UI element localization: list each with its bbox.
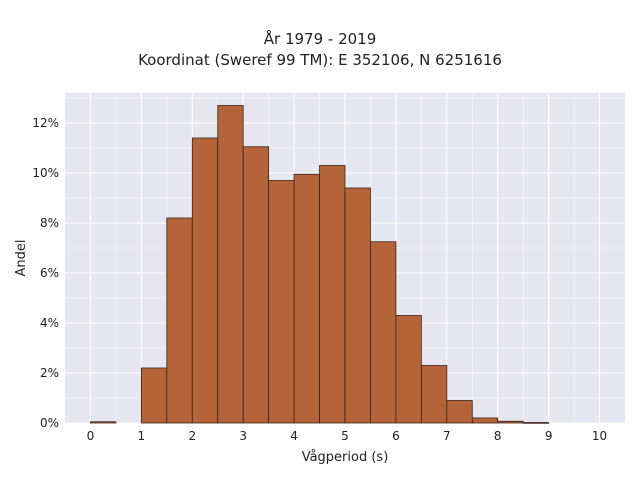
histogram-bar bbox=[166, 217, 193, 424]
histogram-bar bbox=[370, 241, 397, 424]
x-axis-label: Vågperiod (s) bbox=[302, 450, 389, 465]
y-tick-labels: 0% 2% 4% 6% 8% 10% 12% bbox=[32, 116, 59, 430]
histogram-bar bbox=[217, 105, 244, 424]
y-tick-label: 4% bbox=[40, 316, 59, 330]
x-tick-label: 0 bbox=[87, 429, 95, 443]
x-tick-label: 5 bbox=[341, 429, 349, 443]
x-tick-label: 8 bbox=[494, 429, 502, 443]
x-tick-label: 1 bbox=[138, 429, 146, 443]
histogram-bar bbox=[268, 180, 295, 424]
y-tick-label: 0% bbox=[40, 416, 59, 430]
histogram-bar bbox=[395, 315, 422, 424]
chart-title-line-1: År 1979 - 2019 bbox=[263, 30, 377, 48]
chart-title-line-2: Koordinat (Sweref 99 TM): E 352106, N 62… bbox=[138, 51, 502, 69]
x-tick-label: 9 bbox=[545, 429, 553, 443]
histogram-bar bbox=[319, 165, 346, 424]
y-tick-label: 8% bbox=[40, 216, 59, 230]
histogram-bar bbox=[90, 421, 117, 424]
histogram-bar bbox=[420, 365, 448, 424]
x-tick-label: 6 bbox=[392, 429, 400, 443]
histogram-bar bbox=[446, 400, 473, 424]
histogram-bar bbox=[497, 420, 524, 424]
y-tick-label: 12% bbox=[32, 116, 59, 130]
histogram-bar bbox=[293, 173, 320, 424]
x-tick-labels: 0 1 2 3 4 5 6 7 8 9 10 bbox=[87, 429, 608, 443]
x-tick-label: 7 bbox=[443, 429, 451, 443]
y-tick-label: 10% bbox=[32, 166, 59, 180]
y-tick-label: 6% bbox=[40, 266, 59, 280]
x-tick-label: 4 bbox=[290, 429, 298, 443]
histogram-bar bbox=[471, 417, 499, 424]
bars-group bbox=[90, 105, 550, 424]
histogram-bar bbox=[344, 187, 371, 424]
y-tick-label: 2% bbox=[40, 366, 59, 380]
histogram-bar bbox=[191, 137, 219, 424]
histogram-bar bbox=[522, 422, 550, 424]
x-tick-label: 2 bbox=[188, 429, 196, 443]
histogram-bar bbox=[242, 146, 270, 424]
y-axis-label: Andel bbox=[14, 240, 29, 277]
x-tick-label: 3 bbox=[239, 429, 247, 443]
histogram-bar bbox=[140, 367, 168, 424]
x-tick-label: 10 bbox=[592, 429, 607, 443]
